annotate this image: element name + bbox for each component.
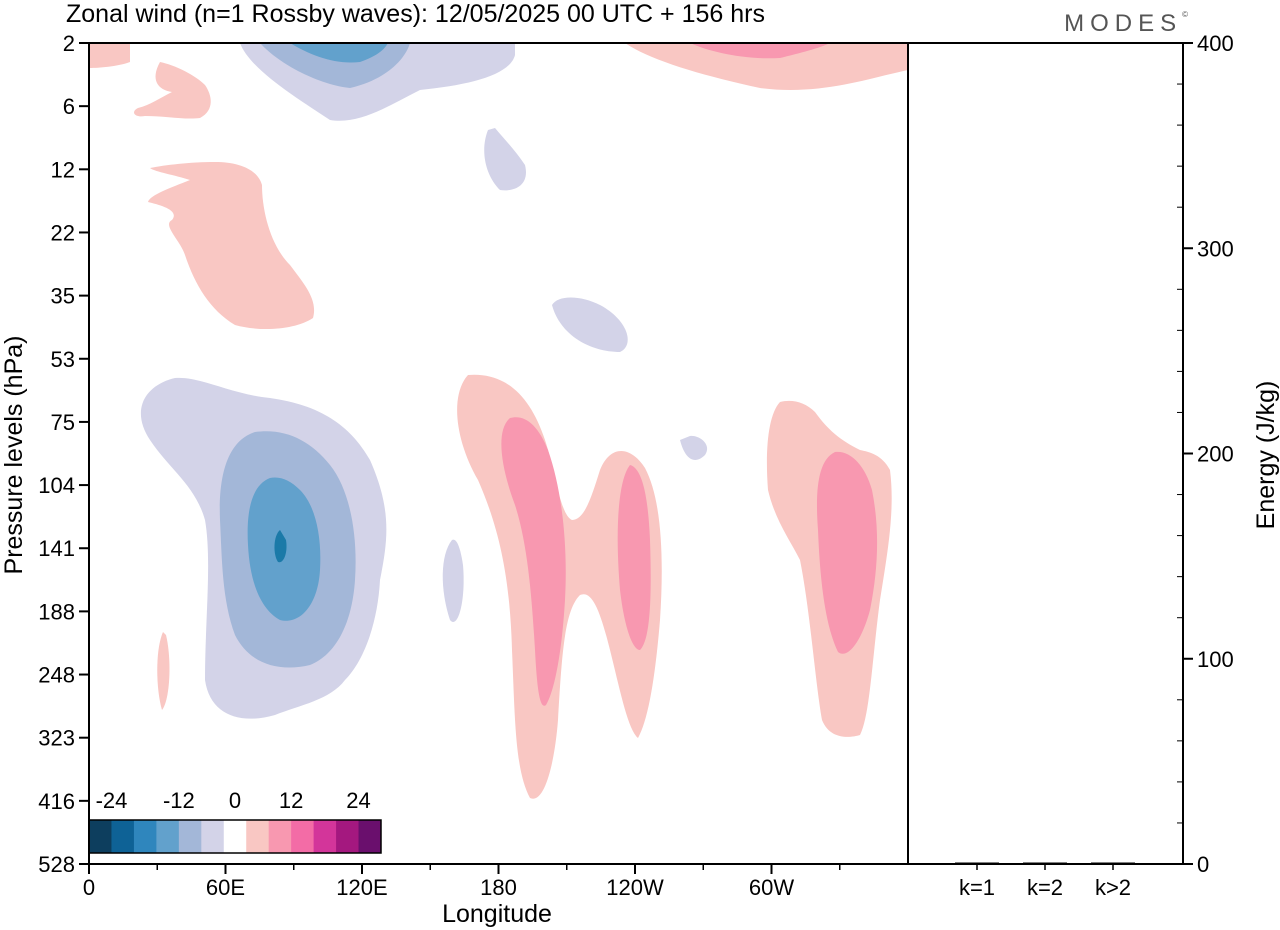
x-axis: 0 60E 120E 180 120W 60W — [83, 864, 841, 900]
contour-pos2-topright — [690, 43, 830, 59]
energy-tick-label: 0 — [1197, 852, 1209, 877]
y-tick-label: 104 — [38, 473, 75, 498]
y-tick-label: 35 — [51, 284, 75, 309]
energy-category-label: k=2 — [1027, 875, 1063, 900]
y-tick-label: 323 — [38, 726, 75, 751]
x-axis-title: Longitude — [442, 900, 552, 928]
colorbar-segment — [201, 820, 225, 853]
colorbar-label: 0 — [229, 788, 241, 813]
x-tick-label: 60E — [206, 875, 245, 900]
energy-tick-label: 200 — [1197, 442, 1234, 467]
brand-name: MODES — [1064, 10, 1183, 37]
y-tick-label: 22 — [51, 220, 75, 245]
energy-tick-label: 100 — [1197, 647, 1234, 672]
energy-bar — [1091, 862, 1135, 864]
x-tick-label: 120W — [606, 875, 664, 900]
energy-axis: 0 100 200 300 400 — [1177, 31, 1234, 877]
contour-pos2-right — [816, 451, 878, 654]
y-tick-label: 12 — [51, 157, 75, 182]
colorbar-segment — [313, 820, 337, 853]
x-tick-label: 60W — [749, 875, 794, 900]
colorbar-label: -24 — [96, 788, 128, 813]
y-axis: 2 6 12 22 35 53 75 104 141 188 248 323 416 528 — [38, 31, 89, 877]
y-tick-label: 416 — [38, 789, 75, 814]
contour-neg1-b — [552, 297, 628, 352]
energy-category-label: k=1 — [959, 875, 995, 900]
contour-pos1-small — [157, 632, 170, 710]
y-tick-label: 528 — [38, 852, 75, 877]
colorbar-label: 24 — [346, 788, 370, 813]
y-tick-label: 2 — [63, 31, 75, 56]
energy-bar — [955, 862, 999, 864]
energy-axis-title: Energy (J/kg) — [1252, 381, 1280, 530]
colorbar-segment — [133, 820, 157, 853]
colorbar-segment — [336, 820, 360, 853]
energy-bar — [1023, 862, 1067, 864]
contour-pos1-wedge-a — [134, 62, 211, 119]
y-axis-title: Pressure levels (hPa) — [0, 336, 28, 575]
colorbar-labels: -24 -12 0 12 24 — [96, 788, 371, 813]
colorbar-segment — [178, 820, 202, 853]
brand-mark: © — [1182, 10, 1188, 19]
colorbar-segment — [156, 820, 180, 853]
x-tick-label: 180 — [480, 875, 517, 900]
colorbar-segment — [268, 820, 292, 853]
contour-neg3-top — [290, 43, 388, 63]
contour-pos2-mid-b — [617, 465, 651, 650]
colorbar-segment — [89, 820, 112, 853]
y-tick-label: 188 — [38, 599, 75, 624]
energy-tick-label: 400 — [1197, 31, 1234, 56]
colorbar-segment — [291, 820, 315, 853]
colorbar-segment — [358, 820, 382, 853]
y-tick-label: 141 — [38, 536, 75, 561]
contour-pos2-mid-a — [501, 417, 566, 706]
contour-neg1-a — [484, 128, 526, 191]
contour-pos1-topleft — [89, 43, 130, 68]
energy-panel-frame — [907, 42, 1184, 865]
chart-title: Zonal wind (n=1 Rossby waves): 12/05/202… — [66, 0, 765, 28]
x-tick-label: 0 — [83, 875, 95, 900]
energy-tick-label: 300 — [1197, 236, 1234, 261]
contour-pos1-topright — [625, 43, 908, 91]
colorbar-label: 12 — [279, 788, 303, 813]
colorbar-segment — [246, 820, 270, 853]
y-tick-label: 75 — [51, 410, 75, 435]
y-tick-label: 6 — [63, 94, 75, 119]
contour-neg1-c — [680, 435, 708, 460]
colorbar — [88, 819, 382, 854]
y-tick-label: 53 — [51, 347, 75, 372]
contour-neg1-d — [442, 539, 464, 622]
x-tick-label: 120E — [336, 875, 387, 900]
y-tick-label: 248 — [38, 663, 75, 688]
energy-category-label: k>2 — [1095, 875, 1131, 900]
colorbar-segment — [223, 820, 247, 853]
contour-neg4-main — [274, 530, 287, 563]
colorbar-label: -12 — [163, 788, 195, 813]
contour-layer — [89, 43, 908, 799]
colorbar-segment — [111, 820, 135, 853]
brand-logo: MODES© — [1064, 10, 1188, 38]
contour-pos1-wedge-b — [148, 162, 315, 330]
energy-bars: k=1 k=2 k>2 — [955, 862, 1135, 900]
